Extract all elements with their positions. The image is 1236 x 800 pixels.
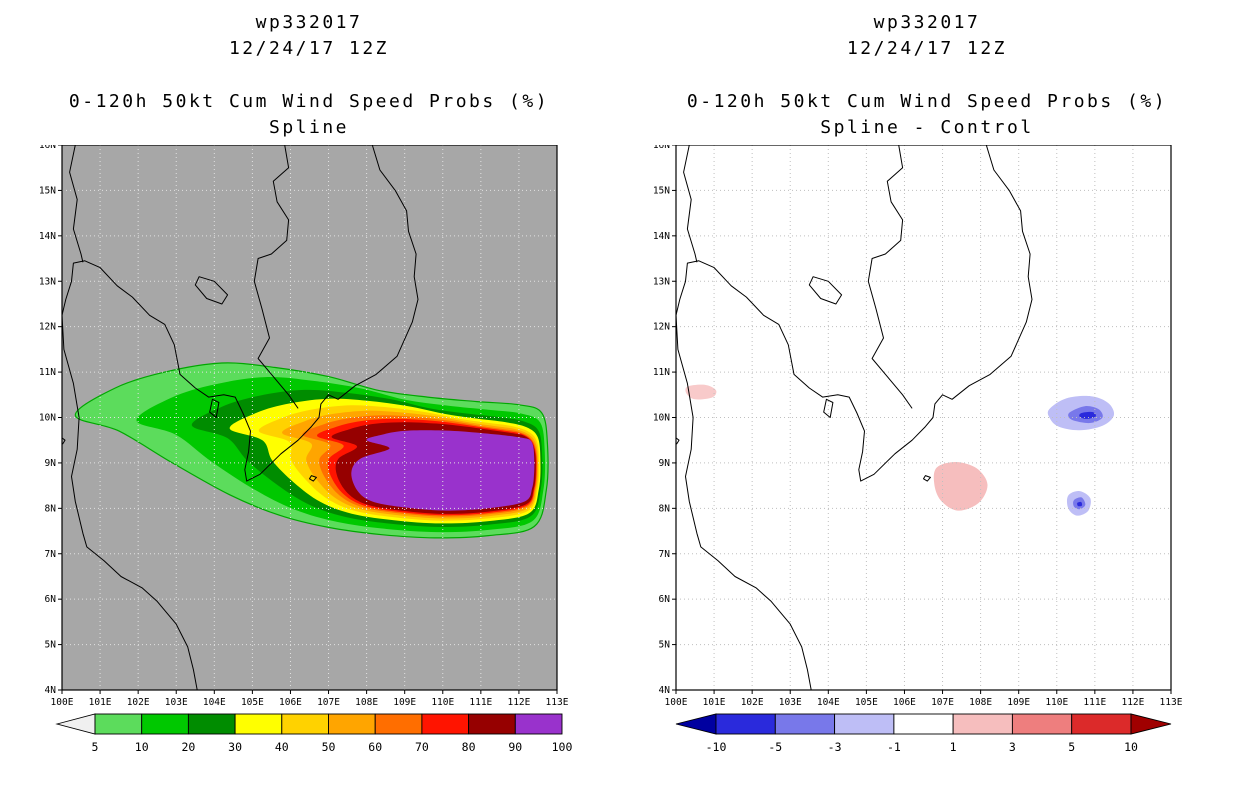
svg-text:104E: 104E [817, 697, 840, 708]
svg-text:1: 1 [950, 740, 957, 754]
svg-text:15N: 15N [653, 185, 670, 196]
chart-subtitle-2: Spline [268, 117, 350, 138]
svg-text:108E: 108E [355, 697, 378, 708]
svg-text:7N: 7N [659, 549, 671, 560]
init-time: 12/24/17 12Z [228, 38, 390, 59]
svg-text:5: 5 [92, 740, 99, 754]
svg-text:6N: 6N [659, 594, 671, 605]
svg-text:14N: 14N [653, 231, 670, 242]
svg-text:16N: 16N [653, 145, 670, 151]
svg-text:111E: 111E [469, 697, 492, 708]
svg-text:106E: 106E [279, 697, 302, 708]
chart-subtitle-2: Spline - Control [820, 117, 1034, 138]
svg-text:40: 40 [275, 740, 289, 754]
svg-text:111E: 111E [1083, 697, 1106, 708]
panel-spline: wp332017 12/24/17 12Z 0-120h 50kt Cum Wi… [39, 12, 573, 754]
svg-text:-1: -1 [887, 740, 901, 754]
svg-text:15N: 15N [39, 185, 56, 196]
map-spline: 100E 101E 102E 103E 104E 105E 106E 107E 108E 109E… [39, 145, 569, 708]
svg-text:105E: 105E [241, 697, 264, 708]
storm-id: wp332017 [255, 12, 363, 33]
svg-text:109E: 109E [393, 697, 416, 708]
svg-text:14N: 14N [39, 231, 56, 242]
svg-text:30: 30 [228, 740, 242, 754]
svg-text:9N: 9N [659, 458, 671, 469]
svg-text:102E: 102E [741, 697, 764, 708]
svg-text:5N: 5N [45, 640, 57, 651]
svg-text:8N: 8N [659, 503, 671, 514]
svg-text:10N: 10N [653, 413, 670, 424]
svg-text:5N: 5N [659, 640, 671, 651]
init-time: 12/24/17 12Z [846, 38, 1008, 59]
svg-text:109E: 109E [1007, 697, 1030, 708]
storm-id: wp332017 [873, 12, 981, 33]
svg-text:8N: 8N [45, 503, 57, 514]
svg-text:12N: 12N [39, 322, 56, 333]
svg-text:90: 90 [508, 740, 522, 754]
svg-text:110E: 110E [431, 697, 454, 708]
svg-text:103E: 103E [779, 697, 802, 708]
svg-text:20: 20 [181, 740, 195, 754]
svg-text:110E: 110E [1045, 697, 1068, 708]
svg-text:4N: 4N [45, 685, 57, 696]
svg-text:50: 50 [322, 740, 336, 754]
svg-text:-10: -10 [706, 740, 727, 754]
svg-text:107E: 107E [931, 697, 954, 708]
svg-text:113E: 113E [1160, 697, 1183, 708]
panel-spline-control: wp332017 12/24/17 12Z 0-120h 50kt Cum Wi… [618, 0, 1236, 800]
svg-text:100E: 100E [51, 697, 74, 708]
svg-text:3: 3 [1009, 740, 1016, 754]
svg-text:106E: 106E [893, 697, 916, 708]
svg-text:13N: 13N [653, 276, 670, 287]
svg-text:11N: 11N [653, 367, 670, 378]
svg-text:100E: 100E [665, 697, 688, 708]
svg-text:113E: 113E [546, 697, 569, 708]
svg-text:112E: 112E [507, 697, 530, 708]
svg-text:112E: 112E [1121, 697, 1144, 708]
svg-text:80: 80 [462, 740, 476, 754]
svg-text:105E: 105E [855, 697, 878, 708]
svg-text:9N: 9N [45, 458, 57, 469]
svg-text:7N: 7N [45, 549, 57, 560]
chart-subtitle: 0-120h 50kt Cum Wind Speed Probs (%) [686, 91, 1168, 112]
svg-text:-5: -5 [768, 740, 782, 754]
svg-text:10: 10 [135, 740, 149, 754]
svg-text:10: 10 [1124, 740, 1138, 754]
svg-text:103E: 103E [165, 697, 188, 708]
colorbar-spline: 5 10 20 30 40 50 60 70 80 90 100 [55, 713, 573, 754]
svg-text:-3: -3 [828, 740, 842, 754]
chart-subtitle: 0-120h 50kt Cum Wind Speed Probs (%) [68, 91, 550, 112]
svg-text:5: 5 [1068, 740, 1075, 754]
svg-text:102E: 102E [127, 697, 150, 708]
svg-text:6N: 6N [45, 594, 57, 605]
svg-text:16N: 16N [39, 145, 56, 151]
svg-text:100: 100 [552, 740, 573, 754]
svg-text:11N: 11N [39, 367, 56, 378]
svg-text:107E: 107E [317, 697, 340, 708]
colorbar-spline-control: -10 -5 -3 -1 1 3 5 10 [675, 713, 1172, 754]
svg-text:104E: 104E [203, 697, 226, 708]
svg-text:4N: 4N [659, 685, 671, 696]
svg-text:60: 60 [368, 740, 382, 754]
svg-text:101E: 101E [89, 697, 112, 708]
svg-text:101E: 101E [703, 697, 726, 708]
svg-text:70: 70 [415, 740, 429, 754]
svg-text:10N: 10N [39, 413, 56, 424]
svg-text:108E: 108E [969, 697, 992, 708]
svg-text:13N: 13N [39, 276, 56, 287]
svg-text:12N: 12N [653, 322, 670, 333]
map-spline-control: 100E 101E 102E 103E 104E 105E 106E 107E 108E 109E… [653, 145, 1183, 708]
